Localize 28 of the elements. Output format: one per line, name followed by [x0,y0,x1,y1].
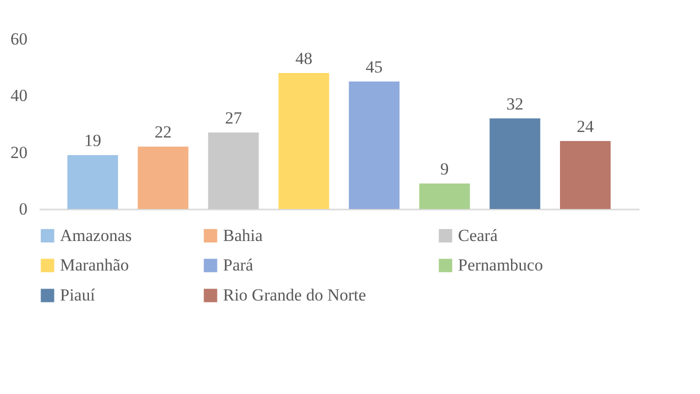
legend-label: Rio Grande do Norte [223,286,366,304]
data-label: 48 [295,49,312,68]
legend-label: Pará [223,256,254,274]
data-label: 27 [224,108,242,128]
legend-label: Amazonas [60,226,132,245]
bar [138,146,188,209]
bar [490,118,540,209]
legend-label: Ceará [458,226,498,245]
bar [208,132,259,209]
data-label: 24 [576,117,594,136]
legend-label: Bahia [223,226,264,245]
bar [419,184,470,209]
data-label: 9 [440,160,449,178]
data-label: 22 [154,122,172,142]
legend-label: Pernambuco [458,256,543,274]
data-label: 45 [366,58,383,76]
bar [560,141,611,209]
bar [67,155,118,209]
y-tick-label: 40 [10,86,28,106]
y-tick-label: 0 [19,200,28,218]
y-tick-label: 60 [10,30,28,48]
legend-label: Piauí [60,286,96,304]
bar [278,73,330,209]
legend-label: Maranhão [60,256,129,274]
data-label: 32 [506,94,524,114]
bar [348,82,400,209]
y-tick-label: 20 [10,142,28,162]
data-label: 19 [84,131,102,150]
